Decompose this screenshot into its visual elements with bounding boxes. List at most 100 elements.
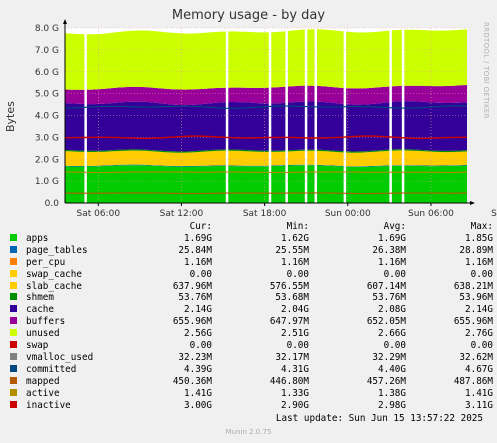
legend-min: 647.97M bbox=[269, 316, 309, 328]
legend-row-apps: apps 1.69G 1.62G 1.69G 1.85G bbox=[10, 233, 493, 245]
legend-cur: 0.00 bbox=[189, 340, 212, 352]
legend-cur: 2.56G bbox=[184, 328, 212, 340]
legend-swatch bbox=[10, 328, 26, 340]
legend-min: 576.55M bbox=[269, 280, 309, 292]
legend-color-swatch bbox=[10, 305, 17, 313]
legend-name: swap bbox=[26, 340, 49, 352]
last-update: Last update: Sun Jun 15 13:57:22 2025 bbox=[275, 413, 483, 424]
legend-color-swatch bbox=[10, 257, 17, 265]
data-gap-8 bbox=[401, 28, 405, 203]
legend-name: slab_cache bbox=[26, 280, 82, 292]
y-tick-label-4: 4.0 G bbox=[35, 112, 59, 122]
legend-max: 1.41G bbox=[465, 387, 493, 399]
legend-name: unused bbox=[26, 328, 60, 340]
legend-row-cache: cache 2.14G 2.04G 2.08G 2.14G bbox=[10, 304, 493, 316]
legend-name: inactive bbox=[26, 399, 71, 411]
legend-cur: 0.00 bbox=[189, 268, 212, 280]
legend-cur: 1.69G bbox=[184, 232, 212, 244]
line-active bbox=[65, 171, 468, 174]
legend-cur: 637.96M bbox=[172, 280, 212, 292]
legend-header-avg: Avg: bbox=[383, 221, 406, 232]
area-unused bbox=[65, 29, 467, 90]
legend-avg: 2.08G bbox=[378, 304, 406, 316]
y-tick-label-7: 7.0 G bbox=[35, 46, 59, 56]
legend-table: Cur: Min: Avg: Max: apps 1.69G 1.62G 1.69G 1… bbox=[10, 221, 493, 412]
y-tick-label-6: 6.0 G bbox=[35, 68, 59, 78]
legend-cur: 53.76M bbox=[178, 292, 212, 304]
legend-avg: 652.05M bbox=[366, 316, 406, 328]
legend-name: shmem bbox=[26, 292, 54, 304]
legend-avg: 53.76M bbox=[372, 292, 406, 304]
legend-max: 2.14G bbox=[465, 304, 493, 316]
legend-avg: 2.98G bbox=[378, 399, 406, 411]
legend-swatch bbox=[10, 245, 26, 257]
y-tick-label-5: 5.0 G bbox=[35, 90, 59, 100]
legend-min: 25.55M bbox=[275, 244, 309, 256]
legend-row-mapped: mapped 450.36M 446.80M 457.26M 487.86M bbox=[10, 376, 493, 388]
legend-cur: 3.00G bbox=[184, 399, 212, 411]
legend-row-shmem: shmem 53.76M 53.68M 53.76M 53.96M bbox=[10, 292, 493, 304]
legend-avg: 32.29M bbox=[372, 351, 406, 363]
x-axis-arrow bbox=[470, 201, 475, 205]
legend-max: 487.86M bbox=[453, 375, 493, 387]
legend-avg: 26.38M bbox=[372, 244, 406, 256]
legend-row-inactive: inactive 3.00G 2.90G 2.98G 3.11G bbox=[10, 400, 493, 412]
legend-max: 32.62M bbox=[459, 351, 493, 363]
legend-name: per_cpu bbox=[26, 256, 66, 268]
legend-avg: 0.00 bbox=[383, 268, 406, 280]
legend-avg: 1.16M bbox=[378, 256, 406, 268]
area-cache bbox=[65, 101, 467, 152]
legend-swatch bbox=[10, 364, 26, 376]
legend-swatch bbox=[10, 269, 26, 281]
legend-row-committed: committed 4.39G 4.31G 4.40G 4.67G bbox=[10, 364, 493, 376]
rrdtool-watermark: RRDTOOL / TOBI OETIKER bbox=[482, 22, 490, 119]
legend-color-swatch bbox=[10, 329, 17, 337]
legend-row-buffers: buffers 655.96M 647.97M 652.05M 655.96M bbox=[10, 316, 493, 328]
x-tick-label-5: Sun 12:00 bbox=[491, 209, 497, 219]
legend-color-swatch bbox=[10, 376, 17, 384]
data-gap-7 bbox=[389, 28, 392, 203]
legend-max: 4.67G bbox=[465, 363, 493, 375]
legend-max: 28.89M bbox=[459, 244, 493, 256]
legend-min: 1.62G bbox=[281, 232, 309, 244]
legend-row-active: active 1.41G 1.33G 1.38G 1.41G bbox=[10, 388, 493, 400]
data-gap-4 bbox=[304, 28, 308, 203]
legend-name: swap_cache bbox=[26, 268, 82, 280]
line-mapped bbox=[65, 192, 467, 195]
legend-cur: 25.84M bbox=[178, 244, 212, 256]
area-shmem bbox=[65, 149, 467, 153]
legend-name: buffers bbox=[26, 316, 66, 328]
legend-row-vmalloc-used: vmalloc_used 32.23M 32.17M 32.29M 32.62M bbox=[10, 352, 493, 364]
legend-min: 32.17M bbox=[275, 351, 309, 363]
legend-header-cur: Cur: bbox=[189, 221, 212, 232]
legend-max: 2.76G bbox=[465, 328, 493, 340]
legend-min: 1.33G bbox=[281, 387, 309, 399]
legend-color-swatch bbox=[10, 400, 17, 408]
legend-swatch bbox=[10, 233, 26, 245]
legend-swatch bbox=[10, 352, 26, 364]
legend-cur: 655.96M bbox=[172, 316, 212, 328]
legend-color-swatch bbox=[10, 245, 17, 253]
legend-color-swatch bbox=[10, 388, 17, 396]
legend-color-swatch bbox=[10, 233, 17, 241]
legend-name: vmalloc_used bbox=[26, 351, 94, 363]
area-buffers bbox=[65, 85, 467, 106]
legend-name: committed bbox=[26, 363, 77, 375]
area-page_tables bbox=[65, 164, 467, 167]
y-tick-label-2: 2.0 G bbox=[35, 155, 59, 165]
legend-color-swatch bbox=[10, 317, 17, 325]
y-tick-label-8: 8.0 G bbox=[35, 24, 59, 34]
y-tick-label-3: 3.0 G bbox=[35, 133, 59, 143]
legend-cur: 2.14G bbox=[184, 304, 212, 316]
legend-color-swatch bbox=[10, 281, 17, 289]
data-gap-0 bbox=[84, 28, 87, 203]
legend-min: 2.51G bbox=[281, 328, 309, 340]
legend-max: 53.96M bbox=[459, 292, 493, 304]
area-slab_cache bbox=[65, 150, 467, 167]
legend-color-swatch bbox=[10, 364, 17, 372]
x-tick-label-1: Sat 12:00 bbox=[160, 209, 204, 219]
chart-title: Memory usage - by day bbox=[171, 8, 326, 23]
legend-swatch bbox=[10, 304, 26, 316]
legend-swatch bbox=[10, 340, 26, 352]
legend-row-unused: unused 2.56G 2.51G 2.66G 2.76G bbox=[10, 328, 493, 340]
